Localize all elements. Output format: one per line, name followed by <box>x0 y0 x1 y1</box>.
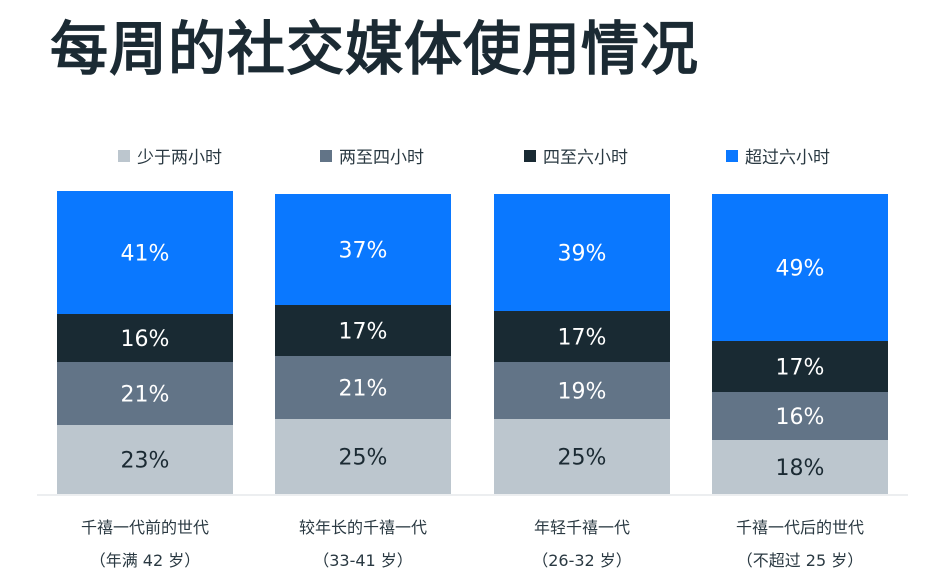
bar-segment <box>494 362 670 419</box>
category-label: （26-32 岁） <box>532 551 632 570</box>
data-label: 19% <box>558 380 607 405</box>
category-label: （33-41 岁） <box>313 551 413 570</box>
data-label: 49% <box>776 257 825 282</box>
legend-label: 四至六小时 <box>543 148 628 168</box>
legend-swatch <box>726 149 738 162</box>
data-label: 18% <box>776 456 825 481</box>
category-label: 较年长的千禧一代 <box>299 518 427 537</box>
legend-swatch <box>524 149 536 162</box>
bar-segment <box>712 341 888 392</box>
data-label: 41% <box>121 242 170 267</box>
bar-segment <box>494 311 670 362</box>
category-label: （年满 42 岁） <box>90 551 201 570</box>
data-label: 17% <box>558 326 607 351</box>
chart-title: 每周的社交媒体使用情况 <box>50 15 700 83</box>
bar-segment <box>712 440 888 494</box>
legend: 少于两小时 两至四小时 四至六小时 超过六小时 <box>0 143 940 168</box>
data-label: 21% <box>121 383 170 408</box>
legend-item-over-six-hours: 超过六小时 <box>726 143 830 168</box>
data-label: 23% <box>121 449 170 474</box>
legend-swatch <box>118 149 130 162</box>
bar-segment <box>275 305 451 356</box>
bar-segment <box>712 194 888 341</box>
data-label: 39% <box>558 242 607 267</box>
category-label: （不超过 25 岁） <box>737 551 864 570</box>
data-label: 25% <box>339 446 388 471</box>
data-label: 37% <box>339 239 388 264</box>
legend-swatch <box>320 149 332 162</box>
category-label: 千禧一代后的世代 <box>736 518 864 537</box>
data-label: 21% <box>339 377 388 402</box>
category-label: 年轻千禧一代 <box>534 518 630 537</box>
bar-segment <box>275 356 451 419</box>
data-label: 17% <box>776 356 825 381</box>
data-label: 16% <box>121 327 170 352</box>
legend-label: 少于两小时 <box>137 148 222 168</box>
bar-segment <box>57 425 233 494</box>
data-label: 25% <box>558 446 607 471</box>
legend-item-four-to-six-hours: 四至六小时 <box>524 143 628 168</box>
bar-segment <box>57 314 233 362</box>
bar-segment <box>494 419 670 494</box>
bar-segment <box>712 392 888 440</box>
legend-item-two-to-four-hours: 两至四小时 <box>320 143 424 168</box>
bar-segment <box>57 191 233 314</box>
data-label: 16% <box>776 405 825 430</box>
bar-segment <box>57 362 233 425</box>
bar-segment <box>494 194 670 311</box>
bar-segment <box>275 194 451 305</box>
bar-segment <box>275 419 451 494</box>
legend-label: 超过六小时 <box>745 148 830 168</box>
legend-label: 两至四小时 <box>339 148 424 168</box>
data-label: 17% <box>339 320 388 345</box>
category-label: 千禧一代前的世代 <box>81 518 209 537</box>
legend-item-under-two-hours: 少于两小时 <box>118 143 222 168</box>
